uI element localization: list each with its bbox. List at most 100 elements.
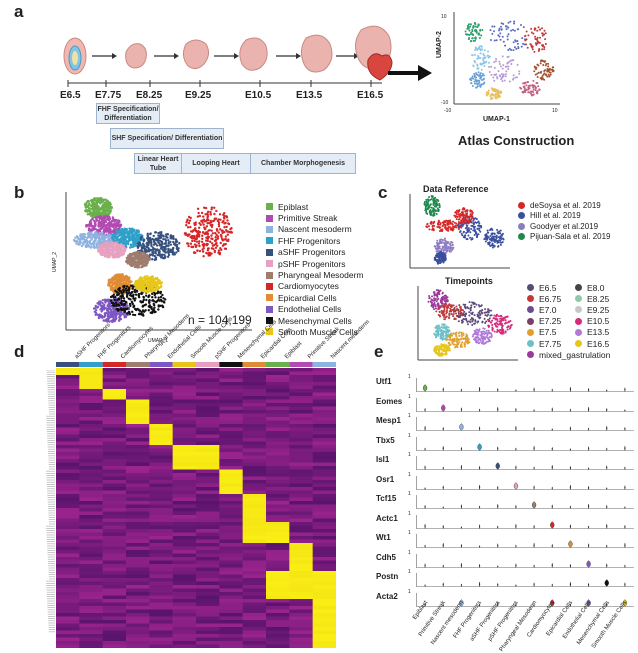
- umap-timepoint-point: [463, 310, 466, 313]
- umap-reference-point: [443, 245, 446, 248]
- umap-cell-point: [162, 235, 165, 238]
- umap-cell-point: [115, 293, 119, 297]
- stage-label: E7.75: [95, 90, 122, 101]
- umap-point: [480, 68, 483, 71]
- umap-cell-point: [124, 278, 127, 282]
- umap-cell-point: [125, 289, 128, 293]
- umap-timepoint-point: [453, 308, 456, 311]
- umap-cell-point: [114, 282, 118, 285]
- umap-cell-point: [143, 261, 146, 264]
- umap-cell-point: [156, 299, 159, 303]
- umap-reference-point: [487, 231, 490, 234]
- umap-cell-point: [196, 215, 200, 218]
- umap-timepoint-point: [496, 322, 499, 325]
- umap-reference-point: [448, 243, 451, 246]
- umap-timepoint-point: [443, 308, 446, 311]
- umap-timepoint-point: [493, 314, 496, 317]
- umap-reference-point: [471, 213, 474, 216]
- umap-cell-point: [160, 240, 163, 244]
- umap-cell-point: [121, 252, 124, 256]
- umap-cell-point: [134, 280, 138, 284]
- umap-cell-point: [140, 277, 144, 280]
- umap-cell-point: [163, 246, 166, 249]
- umap-timepoint-point: [452, 315, 455, 318]
- umap-cell-point: [134, 297, 137, 300]
- umap-point: [512, 78, 515, 81]
- umap-cell-point: [227, 239, 230, 243]
- legend-label: Smooth Muscle Cells: [278, 326, 358, 337]
- umap-cell-point: [166, 244, 169, 248]
- umap-point: [464, 30, 467, 33]
- umap-timepoint-point: [441, 312, 444, 315]
- umap-cell-point: [95, 242, 98, 246]
- umap-cell-point: [115, 254, 119, 257]
- umap-cell-point: [128, 294, 132, 297]
- umap-reference-point: [443, 254, 446, 257]
- umap-timepoint-point: [445, 296, 448, 299]
- umap-point: [513, 29, 516, 32]
- umap-point: [513, 46, 516, 49]
- umap-cell-point: [96, 302, 99, 305]
- umap-point: [497, 93, 500, 96]
- umap-timepoint-point: [476, 321, 479, 324]
- umap-reference-point: [432, 199, 435, 202]
- umap-cell-point: [101, 316, 104, 319]
- umap-reference-point: [452, 220, 455, 223]
- umap-cell-point: [139, 312, 143, 316]
- umap-cell-point: [154, 292, 157, 295]
- umap-timepoint-point: [446, 299, 449, 302]
- umap-timepoint-point: [434, 307, 437, 310]
- umap-point: [488, 71, 491, 74]
- umap-cell-point: [137, 294, 140, 297]
- embryo-e10-5-icon: [300, 34, 333, 73]
- umap-point: [471, 33, 474, 36]
- umap-reference-point: [501, 237, 504, 240]
- umap-point: [505, 28, 508, 31]
- umap-point: [501, 80, 504, 83]
- umap-cell-point: [89, 204, 93, 207]
- umap-cell-point: [167, 238, 170, 242]
- umap-point: [536, 90, 539, 93]
- umap-cell-point: [198, 233, 201, 236]
- umap-cell-point: [79, 237, 82, 240]
- umap-cell-point: [108, 320, 111, 323]
- umap-timepoint-point: [463, 305, 466, 308]
- umap-reference-point: [499, 229, 502, 232]
- umap-point: [538, 28, 541, 31]
- umap-reference-point: [472, 225, 475, 228]
- umap-cell-point: [133, 307, 137, 311]
- umap-cell-point: [229, 231, 232, 234]
- umap-reference-point: [497, 241, 500, 244]
- umap-tick: 10: [552, 108, 558, 114]
- reference-legend-item: Hill et al. 2019: [518, 211, 611, 222]
- umap-cell-point: [135, 253, 138, 257]
- umap-reference-point: [500, 233, 503, 236]
- umap-reference-point: [436, 239, 439, 242]
- umap-reference-point: [466, 212, 469, 215]
- umap-cell-point: [138, 263, 142, 266]
- umap-cell-point: [106, 311, 110, 315]
- umap-cell-point: [226, 233, 230, 236]
- umap-cell-point: [210, 234, 213, 237]
- umap-point: [472, 26, 475, 29]
- umap-cell-point: [154, 310, 157, 314]
- umap-cell-point: [224, 235, 228, 238]
- umap-timepoint-point: [466, 323, 469, 326]
- umap-timepoint-point: [431, 295, 434, 298]
- umap-reference-point: [466, 209, 469, 212]
- umap-cell-point: [198, 221, 201, 225]
- umap-timepoint-point: [479, 313, 482, 316]
- umap-cell-point: [151, 295, 154, 299]
- umap-cell-point: [142, 298, 146, 302]
- umap-reference-point: [472, 219, 475, 222]
- umap-reference-point: [493, 232, 496, 235]
- umap-point: [506, 55, 509, 58]
- umap-cell-point: [218, 213, 222, 216]
- umap-timepoint-point: [468, 314, 471, 317]
- umap-cell-point: [225, 225, 228, 229]
- umap-point: [493, 61, 496, 64]
- umap-cell-point: [94, 223, 97, 226]
- umap-reference-point: [496, 231, 499, 234]
- umap-reference-point: [436, 243, 439, 246]
- umap-cell-point: [123, 303, 126, 306]
